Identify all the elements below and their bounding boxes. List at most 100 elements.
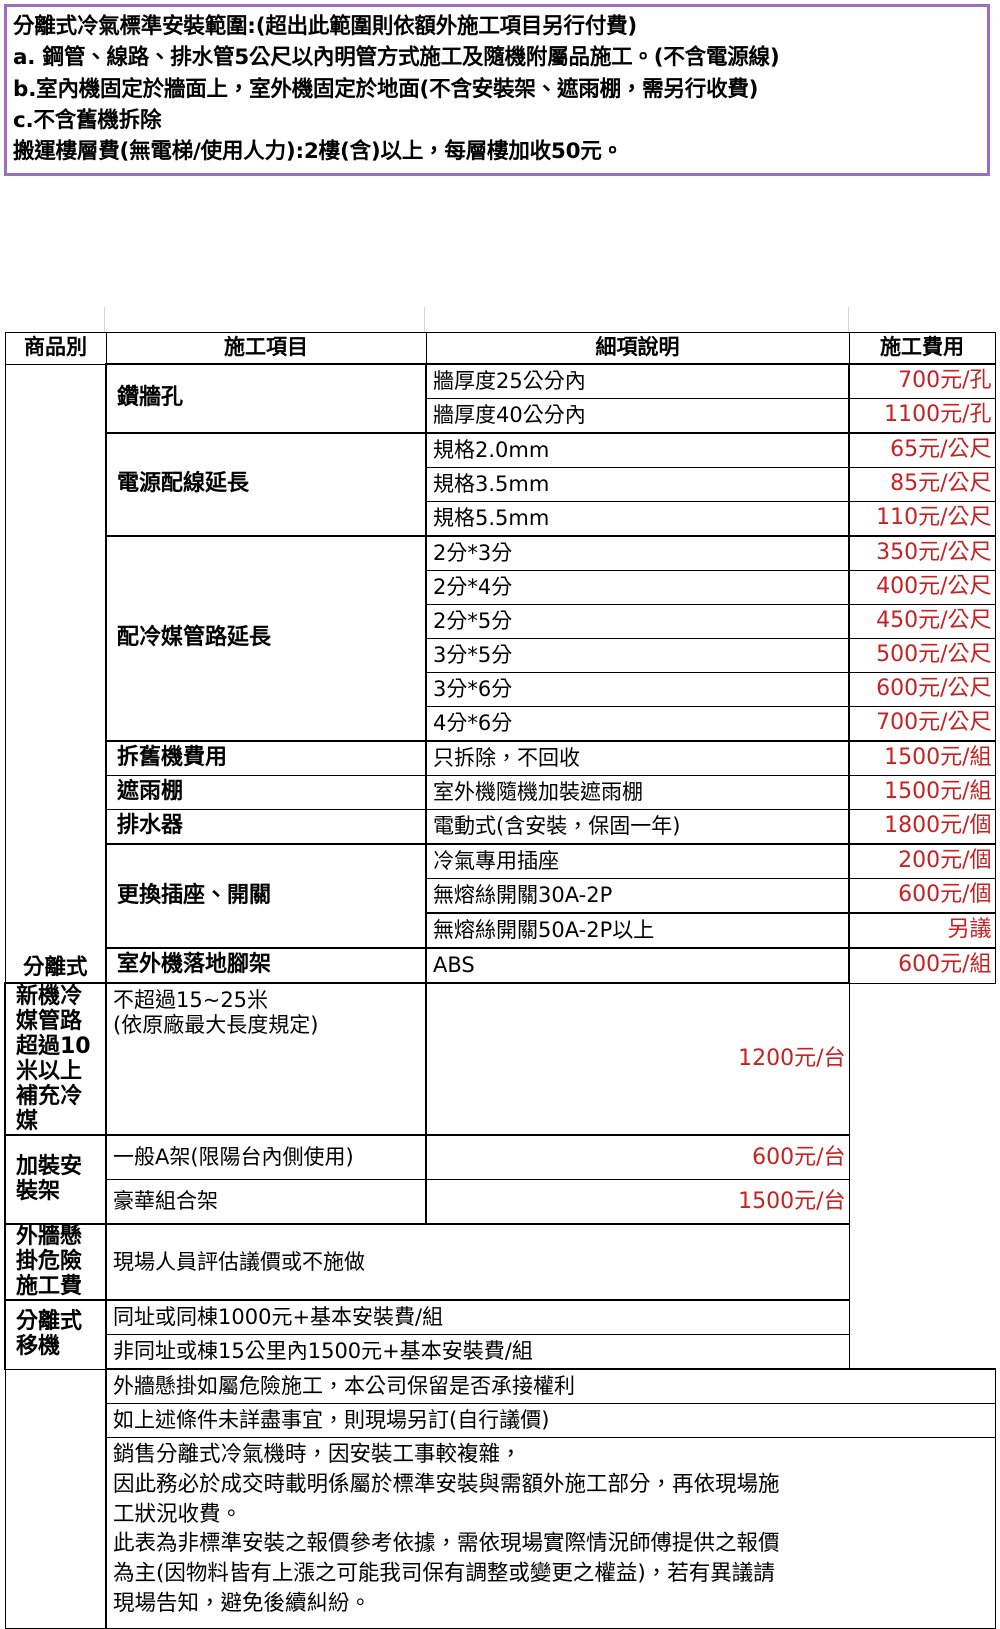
notice-line-a: a. 鋼管、線路、排水管5公尺以內明管方式施工及隨機附屬品施工。(不含電源線) xyxy=(13,45,780,71)
table-row: 3分*6分 600元/公尺 xyxy=(5,672,996,707)
table-row: 排水器 電動式(含安裝，保固一年) 1800元/個 xyxy=(5,809,996,845)
item-mounting-bracket: 加裝安裝架 xyxy=(4,1134,107,1225)
desc-cell: 2分*5分 xyxy=(425,604,850,639)
desc-cell: 電動式(含安裝，保固一年) xyxy=(425,809,850,845)
price-cell: 600元/組 xyxy=(848,947,996,984)
table-row: 室外機落地腳架 ABS 600元/組 xyxy=(5,947,996,984)
item-power-wiring-extension: 電源配線延長 xyxy=(105,432,427,537)
desc-cell: 現場人員評估議價或不施做 xyxy=(105,1223,850,1301)
table-row: 3分*5分 500元/公尺 xyxy=(5,638,996,673)
table-row: 如上述條件未詳盡事宜，則現場另訂(自行議價) xyxy=(5,1403,996,1439)
price-cell: 65元/公尺 xyxy=(848,432,996,468)
item-line-2: 超過10米以上補充冷媒 xyxy=(16,1034,91,1135)
table-row: 規格5.5mm 110元/公尺 xyxy=(5,501,996,537)
desc-cell: 冷氣專用插座 xyxy=(425,843,850,879)
item-drain-pump: 排水器 xyxy=(105,809,427,845)
table-row: 電源配線延長 規格2.0mm 65元/公尺 xyxy=(5,432,996,537)
item-refrigerant-pipe-extension: 配冷媒管路延長 xyxy=(105,535,427,742)
price-cell: 700元/公尺 xyxy=(848,706,996,742)
table-row: 規格3.5mm 85元/公尺 xyxy=(5,467,996,502)
desc-cell: 2分*3分 xyxy=(425,535,850,571)
price-cell: 700元/孔 xyxy=(848,363,996,399)
table-row: 非同址或棟15公里內1500元+基本安裝費/組 xyxy=(5,1334,995,1370)
price-cell: 600元/公尺 xyxy=(848,672,996,707)
price-cell: 350元/公尺 xyxy=(848,535,996,571)
footer-line-6: 現場告知，避免後續糾紛。 xyxy=(113,1590,372,1616)
desc-cell: 3分*5分 xyxy=(425,638,850,673)
table-row: 新機冷媒管路 超過10米以上補充冷媒 不超過15~25米 (依原廠最大長度規定)… xyxy=(4,981,995,1136)
price-cell: 600元/台 xyxy=(425,1134,850,1181)
desc-cell: 牆厚度25公分內 xyxy=(425,363,850,399)
desc-cell: ABS xyxy=(425,947,850,984)
price-cell: 1800元/個 xyxy=(848,809,996,845)
price-cell: 1200元/台 xyxy=(425,981,850,1136)
desc-cell: 規格2.0mm xyxy=(425,432,850,468)
header-category: 商品別 xyxy=(4,332,107,365)
item-outdoor-floor-stand: 室外機落地腳架 xyxy=(105,947,427,984)
notice-line-floor-fee: 搬運樓層費(無電梯/使用人力):2樓(含)以上，每層樓加收50元。 xyxy=(13,139,624,165)
table-row: 牆厚度40公分內 1100元/孔 xyxy=(5,398,996,434)
notice-line-title: 分離式冷氣標準安裝範圍:(超出此範圍則依額外施工項目另行付費) xyxy=(13,14,638,39)
desc-cell: 3分*6分 xyxy=(425,672,850,707)
table-row: 銷售分離式冷氣機時，因安裝工事較複雜， 因此務必於成交時載明係屬於標準安裝與需額… xyxy=(5,1437,996,1629)
item-drill-wall-hole: 鑽牆孔 xyxy=(105,363,427,434)
price-cell: 500元/公尺 xyxy=(848,638,996,673)
desc-cell: 一般A架(限陽台內側使用) xyxy=(105,1134,427,1181)
price-cell: 另議 xyxy=(848,912,996,949)
table-row: 無熔絲開關30A-2P 600元/個 xyxy=(5,878,996,914)
table-row: 4分*6分 700元/公尺 xyxy=(5,706,996,742)
desc-cell: 豪華組合架 xyxy=(105,1179,427,1225)
item-rain-canopy: 遮雨棚 xyxy=(105,775,427,810)
footer-disclaimer: 銷售分離式冷氣機時，因安裝工事較複雜， 因此務必於成交時載明係屬於標準安裝與需額… xyxy=(105,1437,996,1629)
item-exterior-wall-danger-fee: 外牆懸掛危險施工費 xyxy=(4,1223,107,1301)
desc-cell: 只拆除，不回收 xyxy=(425,740,850,776)
footer-line-1: 銷售分離式冷氣機時，因安裝工事較複雜， xyxy=(113,1442,522,1468)
table-row: 2分*5分 450元/公尺 xyxy=(5,604,996,639)
item-replace-socket-breaker: 更換插座、開關 xyxy=(105,843,427,949)
price-cell: 1100元/孔 xyxy=(848,398,996,434)
category-cell-empty xyxy=(4,1368,107,1629)
installation-scope-notice: 分離式冷氣標準安裝範圍:(超出此範圍則依額外施工項目另行付費) a. 鋼管、線路… xyxy=(4,4,990,177)
desc-cell: 不超過15~25米 (依原廠最大長度規定) xyxy=(105,981,427,1136)
desc-cell: 2分*4分 xyxy=(425,570,850,605)
price-cell: 1500元/台 xyxy=(425,1179,850,1225)
note-exterior-wall-right: 外牆懸掛如屬危險施工，本公司保留是否承接權利 xyxy=(105,1368,996,1405)
table-row: 外牆懸掛危險施工費 現場人員評估議價或不施做 xyxy=(4,1223,995,1301)
price-cell: 1500元/組 xyxy=(848,775,996,810)
table-row: 配冷媒管路延長 2分*3分 350元/公尺 xyxy=(5,535,996,742)
desc-cell: 同址或同棟1000元+基本安裝費/組 xyxy=(105,1299,850,1336)
footer-line-3: 工狀況收費。 xyxy=(113,1501,243,1527)
item-old-unit-removal: 拆舊機費用 xyxy=(105,740,427,776)
installation-pricing-table: 商品別 施工項目 細項說明 施工費用 分離式 鑽牆孔 牆厚度25公分內 700元… xyxy=(4,332,996,1629)
price-cell: 400元/公尺 xyxy=(848,570,996,605)
footer-line-5: 為主(因物料皆有上漲之可能我司保有調整或變更之權益)，若有異議請 xyxy=(113,1560,775,1586)
desc-cell: 牆厚度40公分內 xyxy=(425,398,850,434)
footer-line-2: 因此務必於成交時載明係屬於標準安裝與需額外施工部分，再依現場施 xyxy=(113,1472,780,1497)
desc-line-2: (依原廠最大長度規定) xyxy=(113,1013,319,1038)
table-row: 分離式 鑽牆孔 牆厚度25公分內 700元/孔 xyxy=(4,363,996,984)
price-cell: 85元/公尺 xyxy=(848,467,996,502)
price-cell: 200元/個 xyxy=(848,843,996,879)
note-unlisted-conditions: 如上述條件未詳盡事宜，則現場另訂(自行議價) xyxy=(105,1403,996,1439)
table-row: 加裝安裝架 一般A架(限陽台內側使用) 600元/台 xyxy=(4,1134,995,1225)
table-row: 豪華組合架 1500元/台 xyxy=(5,1179,995,1225)
desc-cell: 4分*6分 xyxy=(425,706,850,742)
notice-line-c: c.不含舊機拆除 xyxy=(13,107,162,133)
item-line-1: 新機冷媒管路 xyxy=(16,984,83,1035)
footer-line-4: 此表為非標準安裝之報價參考依據，需依現場實際情況師傅提供之報價 xyxy=(113,1531,780,1557)
notice-line-b: b.室內機固定於牆面上，室外機固定於地面(不含安裝架、遮雨棚，需另行收費) xyxy=(13,76,759,102)
category-cell: 分離式 xyxy=(4,363,107,984)
table-row: 2分*4分 400元/公尺 xyxy=(5,570,996,605)
header-description: 細項說明 xyxy=(425,332,850,365)
desc-cell: 規格3.5mm xyxy=(425,467,850,502)
price-cell: 600元/個 xyxy=(848,878,996,914)
desc-line-1: 不超過15~25米 xyxy=(113,988,269,1012)
desc-cell: 無熔絲開關50A-2P以上 xyxy=(425,912,850,949)
desc-cell: 室外機隨機加裝遮雨棚 xyxy=(425,775,850,810)
desc-cell: 無熔絲開關30A-2P xyxy=(425,878,850,914)
desc-cell: 非同址或棟15公里內1500元+基本安裝費/組 xyxy=(105,1334,850,1370)
table-header-row: 商品別 施工項目 細項說明 施工費用 xyxy=(4,332,996,365)
header-price: 施工費用 xyxy=(848,332,996,365)
background-grid xyxy=(0,307,1000,332)
desc-cell: 規格5.5mm xyxy=(425,501,850,537)
